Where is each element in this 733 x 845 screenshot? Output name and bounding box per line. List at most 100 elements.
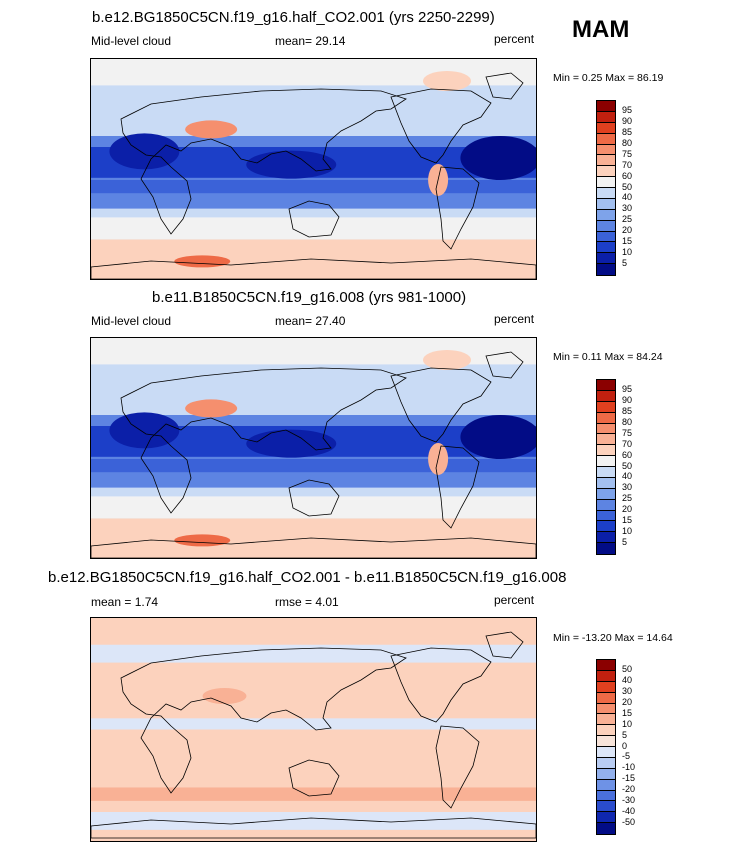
panel-1-title: b.e12.BG1850C5CN.f19_g16.half_CO2.001 (y… (92, 9, 495, 26)
colorbar-swatch (597, 725, 615, 737)
field-band (91, 812, 536, 830)
colorbar-swatch (597, 401, 615, 413)
coastline (288, 759, 340, 797)
field-blob (202, 688, 247, 705)
colorbar-swatch (597, 434, 615, 446)
colorbar-tick-label: 60 (622, 449, 633, 460)
colorbar-tick-label: -10 (622, 762, 636, 773)
panel-2-mean-label: mean= 27.40 (275, 314, 346, 328)
colorbar-swatch (597, 133, 615, 145)
colorbar-swatch (597, 660, 615, 671)
colorbar-tick-label: 20 (622, 697, 633, 707)
colorbar-tick-label: 25 (622, 493, 633, 504)
colorbar-tick-label: 40 (622, 675, 633, 686)
panel-1-units-label: percent (494, 32, 535, 46)
field-band (91, 644, 536, 663)
field-blob (185, 120, 238, 139)
colorbar-tick-label: 80 (622, 417, 633, 427)
colorbar-swatch (597, 253, 615, 265)
field-band (91, 217, 536, 240)
colorbar-swatch (597, 209, 615, 221)
panel-1-map (90, 58, 537, 280)
colorbar-swatch (597, 714, 615, 726)
coastline (120, 647, 407, 794)
panel-2-colorbar-ticks: 95 90 85 80 75 70 60 50 40 30 25 20 15 10 5 (622, 379, 652, 553)
field-blob (423, 71, 471, 91)
panel-2-title: b.e11.B1850C5CN.f19_g16.008 (yrs 981-100… (152, 289, 467, 306)
field-band (91, 180, 536, 194)
coastline (485, 351, 524, 379)
coastline (485, 72, 524, 100)
season-label: MAM (572, 16, 630, 43)
panel-3-map (90, 617, 537, 842)
field-band (91, 459, 536, 473)
colorbar-tick-label: -30 (622, 794, 636, 805)
colorbar-swatch (597, 380, 615, 391)
colorbar-swatch (597, 510, 615, 522)
colorbar-tick-label: 75 (622, 148, 633, 159)
coastline (288, 479, 340, 517)
panel-3-units-label: percent (494, 593, 535, 607)
colorbar-swatch (597, 111, 615, 123)
panel-1-colorbar-ticks: 95 90 85 80 75 70 60 50 40 30 25 20 15 10 5 (622, 100, 652, 274)
colorbar-tick-label: 10 (622, 525, 633, 536)
colorbar-tick-label: 70 (622, 438, 633, 449)
colorbar-tick-label: 25 (622, 214, 633, 225)
colorbar-swatch (597, 144, 615, 156)
field-band (91, 787, 536, 801)
colorbar-tick-label: -20 (622, 784, 636, 794)
colorbar-swatch (597, 155, 615, 167)
panel-3-colorbar-ticks: 50 40 30 20 15 10 5 0 -5 -10 -15 -20 -30 -40 -50 (622, 659, 652, 833)
colorbar-swatch (597, 220, 615, 232)
panel-2-units-label: percent (494, 312, 535, 326)
coastline (485, 631, 524, 659)
colorbar-tick-label: -15 (622, 773, 636, 784)
colorbar-swatch (597, 543, 615, 554)
colorbar-tick-label: 90 (622, 116, 633, 127)
colorbar-tick-label: 90 (622, 395, 633, 406)
colorbar-tick-label: 50 (622, 181, 633, 192)
colorbar-swatch (597, 488, 615, 500)
panel-3-colorbar (596, 659, 616, 835)
colorbar-tick-label: 5 (622, 536, 628, 547)
panel-3-mean-label: mean = 1.74 (91, 595, 159, 609)
colorbar-swatch (597, 747, 615, 758)
colorbar-tick-label: 15 (622, 235, 633, 246)
colorbar-tick-label: 75 (622, 427, 633, 438)
colorbar-swatch (597, 122, 615, 134)
coastline (390, 367, 492, 443)
colorbar-swatch (597, 692, 615, 704)
colorbar-tick-label: 10 (622, 718, 633, 729)
panel-3-rmse-label: rmse = 4.01 (275, 595, 339, 609)
field-blob (246, 429, 337, 458)
colorbar-swatch (597, 521, 615, 533)
panel-1-minmax: Min = 0.25 Max = 86.19 (553, 72, 664, 84)
field-blob (460, 136, 536, 180)
colorbar-swatch (597, 242, 615, 254)
colorbar-swatch (597, 177, 615, 188)
colorbar-swatch (597, 790, 615, 802)
coastline (120, 88, 407, 235)
panel-1-colorbar (596, 100, 616, 276)
colorbar-tick-label: 5 (622, 257, 628, 268)
field-blob (109, 412, 180, 449)
colorbar-swatch (597, 477, 615, 489)
colorbar-tick-label: 60 (622, 170, 633, 181)
coastline (390, 647, 492, 723)
colorbar-tick-label: 0 (622, 740, 628, 751)
coastline (390, 88, 492, 164)
colorbar-tick-label: 80 (622, 138, 633, 148)
colorbar-swatch (597, 101, 615, 112)
colorbar-swatch (597, 779, 615, 791)
coastline (91, 817, 536, 839)
coastline (120, 367, 407, 514)
colorbar-swatch (597, 499, 615, 511)
field-blob (246, 150, 337, 179)
colorbar-swatch (597, 166, 615, 178)
colorbar-swatch (597, 467, 615, 478)
colorbar-swatch (597, 423, 615, 435)
colorbar-swatch (597, 390, 615, 402)
colorbar-swatch (597, 681, 615, 693)
colorbar-swatch (597, 736, 615, 747)
colorbar-tick-label: 20 (622, 504, 633, 514)
